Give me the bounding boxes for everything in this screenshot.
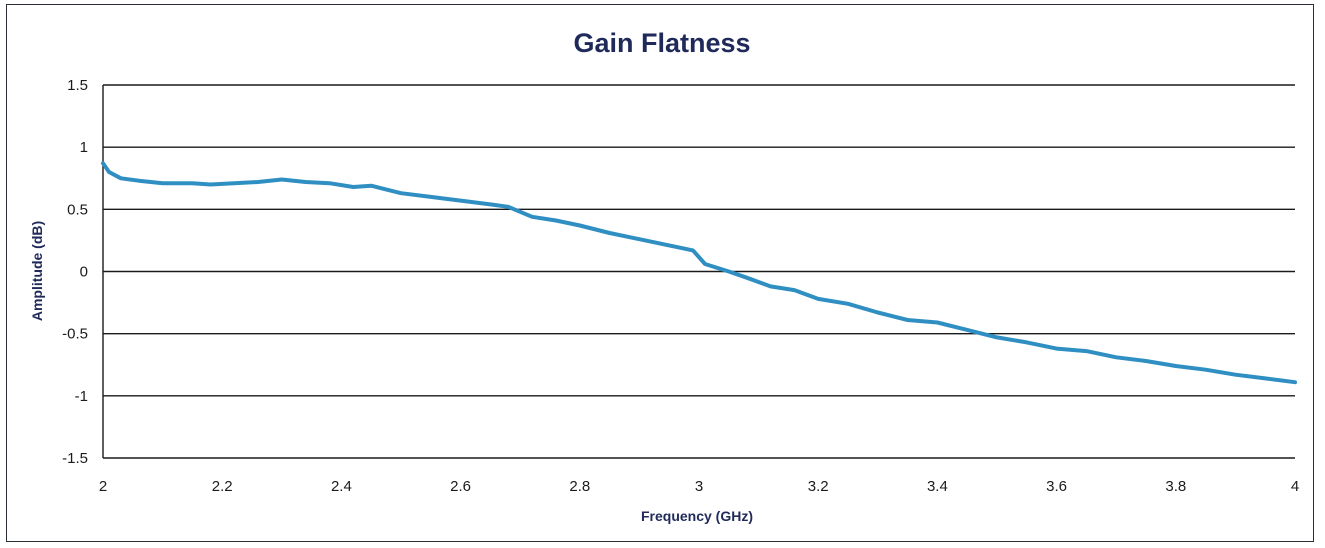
- chart-frame: [6, 4, 1314, 542]
- y-axis-label: Amplitude (dB): [29, 221, 45, 321]
- series-layer: [101, 161, 1297, 385]
- x-tick-label: 3: [695, 478, 703, 495]
- x-tick-label: 2: [99, 478, 107, 495]
- x-tick-label: 4: [1291, 478, 1299, 495]
- y-tick-label: -0.5: [62, 326, 88, 343]
- x-tick-label: 3.4: [927, 478, 948, 495]
- x-tick-label: 3.6: [1046, 478, 1067, 495]
- y-tick-label: -1: [75, 388, 88, 405]
- y-tick-label: -1.5: [62, 450, 88, 467]
- x-tick-label: 2.2: [212, 478, 233, 495]
- x-tick-label: 2.6: [450, 478, 471, 495]
- x-tick-label: 2.8: [569, 478, 590, 495]
- y-tick-label: 0.5: [67, 201, 88, 218]
- x-axis-label: Frequency (GHz): [641, 508, 753, 524]
- y-tick-label: 1.5: [67, 77, 88, 94]
- chart-title: Gain Flatness: [573, 28, 750, 58]
- series-line: [101, 161, 1297, 385]
- x-tick-label: 3.8: [1165, 478, 1186, 495]
- y-tick-label: 1: [80, 139, 88, 156]
- x-tick-label: 3.2: [808, 478, 829, 495]
- x-tick-label: 2.4: [331, 478, 352, 495]
- x-tick-labels: 2 2.2 2.4 2.6 2.8 3 3.2 3.4 3.6 3.8 4: [99, 478, 1299, 495]
- grid-lines: [102, 84, 1295, 459]
- y-tick-label: 0: [80, 264, 88, 281]
- y-tick-labels: 1.5 1 0.5 0 -0.5 -1 -1.5: [62, 77, 88, 467]
